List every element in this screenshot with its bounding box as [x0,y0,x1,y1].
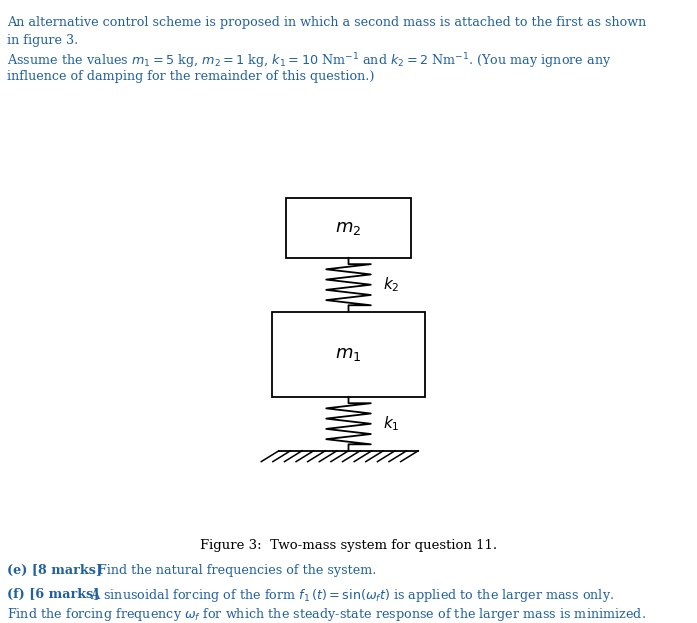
Bar [286,198,411,258]
Text: $m_1$: $m_1$ [335,345,362,363]
Text: $m_2$: $m_2$ [335,219,362,237]
Text: Assume the values $m_1 = 5$ kg, $m_2 = 1$ kg, $k_1 = 10$ Nm$^{-1}$ and $k_2 = 2$: Assume the values $m_1 = 5$ kg, $m_2 = 1… [7,52,611,71]
Text: $k_1$: $k_1$ [383,414,400,433]
Text: Figure 3:  Two-mass system for question 11.: Figure 3: Two-mass system for question 1… [200,539,497,552]
Text: $k_2$: $k_2$ [383,275,400,294]
Text: (e) [8 marks]: (e) [8 marks] [7,564,102,577]
Text: (f) [6 marks]: (f) [6 marks] [7,587,100,601]
Text: A sinusoidal forcing of the form $f_1\,(t) = \sin(\omega_f t)$ is applied to the: A sinusoidal forcing of the form $f_1\,(… [86,587,615,604]
Text: An alternative control scheme is proposed in which a second mass is attached to : An alternative control scheme is propose… [7,16,646,29]
Text: Find the forcing frequency $\omega_f$ for which the steady-state response of the: Find the forcing frequency $\omega_f$ fo… [7,606,646,623]
Text: influence of damping for the remainder of this question.): influence of damping for the remainder o… [7,70,374,83]
Text: Find the natural frequencies of the system.: Find the natural frequencies of the syst… [94,564,376,577]
Bar [272,312,425,397]
Text: in figure 3.: in figure 3. [7,34,78,47]
